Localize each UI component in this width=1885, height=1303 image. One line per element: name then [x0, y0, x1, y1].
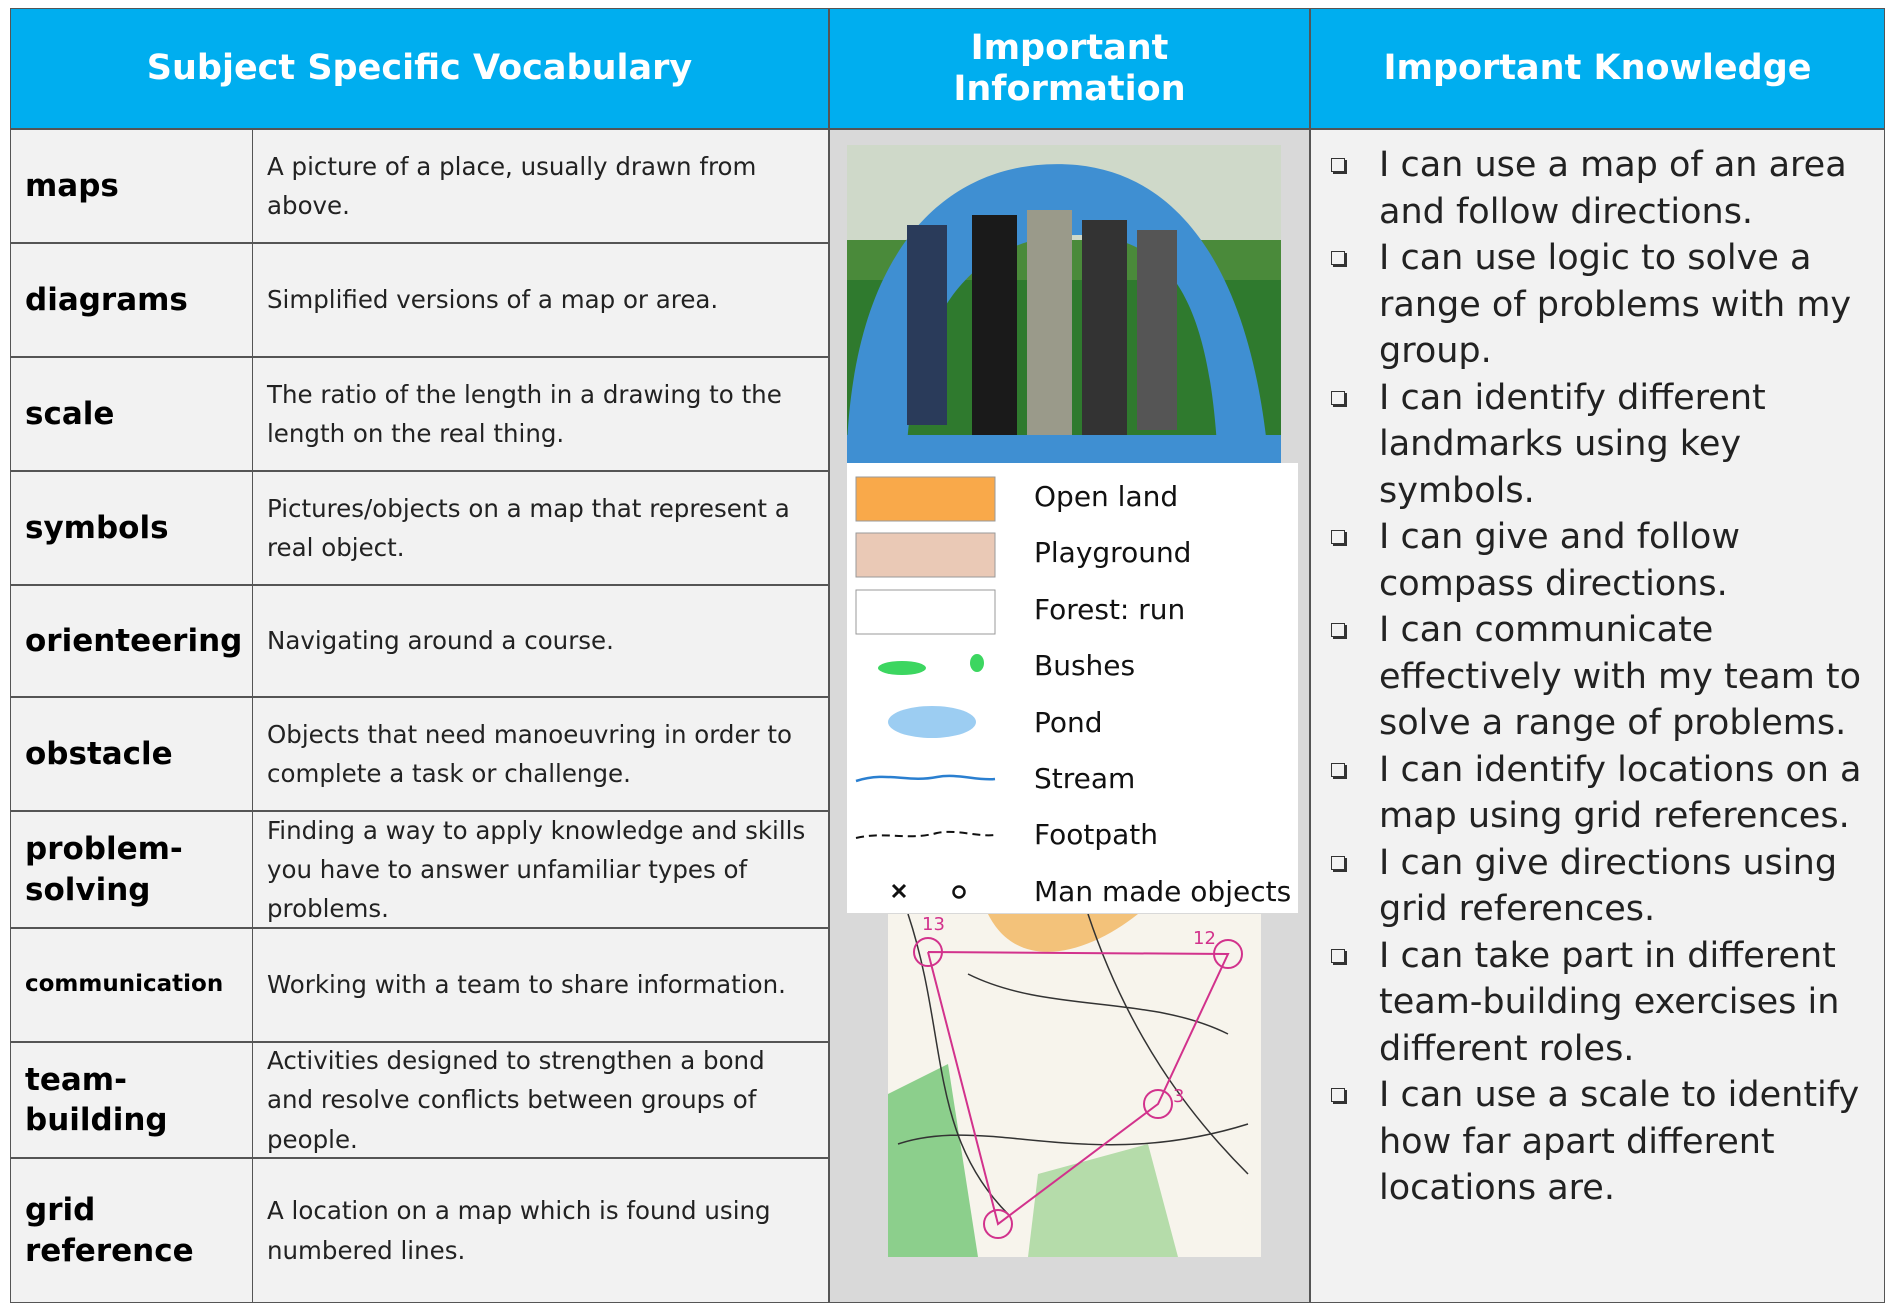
vocab-term: grid reference [10, 1158, 253, 1303]
map-legend: Open land Playground Forest: run Bushes Pond… [847, 463, 1298, 913]
vocab-term: symbols [10, 471, 253, 585]
vocab-definition: The ratio of the length in a drawing to … [252, 357, 829, 471]
checkbox [1331, 390, 1345, 405]
knowledge-item: I can identify different landmarks using… [1323, 375, 1874, 515]
knowledge-text: I can give and follow compass directions… [1379, 517, 1740, 604]
knowledge-item: I can communicate effectively with my te… [1323, 607, 1874, 747]
knowledge-text: I can identify different landmarks using… [1379, 377, 1766, 511]
knowledge-text: I can use logic to solve a range of prob… [1379, 238, 1852, 371]
vocab-definition: Simplified versions of a map or area. [252, 243, 829, 357]
knowledge-item: I can use a map of an area and follow di… [1323, 142, 1874, 235]
legend-label: Man made objects [1034, 874, 1292, 908]
checkbox [1331, 158, 1345, 172]
vocab-term: orienteering [10, 585, 253, 697]
knowledge-text: I can communicate effectively with my te… [1379, 610, 1862, 743]
knowledge-item: I can give and follow compass directions… [1323, 514, 1874, 607]
knowledge-panel: I can use a map of an area and follow di… [1310, 129, 1885, 1303]
checkbox [1331, 251, 1345, 265]
knowledge-item: I can take part in different team-buildi… [1323, 933, 1874, 1073]
knowledge-text: I can identify locations on a map using … [1379, 749, 1862, 837]
checkbox [1331, 1088, 1345, 1102]
column-header: Subject Specific Vocabulary [10, 8, 829, 129]
checkbox [1331, 623, 1345, 637]
knowledge-item: I can give directions using grid referen… [1323, 840, 1874, 933]
knowledge-item: I can use a scale to identify how far ap… [1323, 1072, 1874, 1212]
vocab-definition: Pictures/objects on a map that represent… [252, 471, 829, 585]
vocab-term: problem-solving [10, 811, 253, 928]
legend-label: Playground [1034, 536, 1192, 570]
knowledge-text: I can give directions using grid referen… [1379, 842, 1838, 930]
vocab-definition: Finding a way to apply knowledge and ski… [252, 811, 829, 928]
vocab-definition: Navigating around a course. [252, 585, 829, 697]
map-label: 13 [922, 914, 945, 935]
knowledge-item: I can identify locations on a map using … [1323, 747, 1874, 840]
knowledge-text: I can take part in different team-buildi… [1379, 935, 1840, 1069]
vocab-term: team-building [10, 1042, 253, 1158]
map-label: 3 [1173, 1086, 1184, 1107]
column-header: Important Information [829, 8, 1310, 129]
vocab-term: diagrams [10, 243, 253, 357]
vocab-definition: Objects that need manoeuvring in order t… [252, 697, 829, 811]
knowledge-text: I can use a map of an area and follow di… [1379, 145, 1847, 232]
vocab-definition: A picture of a place, usually drawn from… [252, 129, 829, 243]
checkbox [1331, 855, 1345, 870]
legend-label: Forest: run [1034, 592, 1186, 626]
legend-symbols [855, 476, 996, 899]
checkbox [1331, 948, 1345, 963]
checkbox [1331, 762, 1345, 777]
orienteering-map: 13 12 3 [888, 914, 1261, 1257]
legend-label: Bushes [1034, 649, 1136, 683]
vocab-definition: Activities designed to strengthen a bond… [252, 1042, 829, 1158]
map-label: 12 [1193, 928, 1216, 949]
column-header: Important Knowledge [1310, 8, 1885, 129]
knowledge-text: I can use a scale to identify how far ap… [1379, 1075, 1860, 1208]
legend-label: Pond [1034, 705, 1103, 739]
vocab-term: maps [10, 129, 253, 243]
vocab-definition: Working with a team to share information… [252, 928, 829, 1042]
checkbox [1331, 530, 1345, 544]
photo [847, 145, 1281, 465]
vocab-term: scale [10, 357, 253, 471]
knowledge-item: I can use logic to solve a range of prob… [1323, 235, 1874, 375]
vocab-definition: A location on a map which is found using… [252, 1158, 829, 1303]
vocab-term: obstacle [10, 697, 253, 811]
vocab-term: communication [10, 928, 253, 1042]
legend-label: Footpath [1034, 818, 1159, 852]
legend-label: Stream [1034, 762, 1136, 795]
legend-label: Open land [1034, 480, 1179, 513]
